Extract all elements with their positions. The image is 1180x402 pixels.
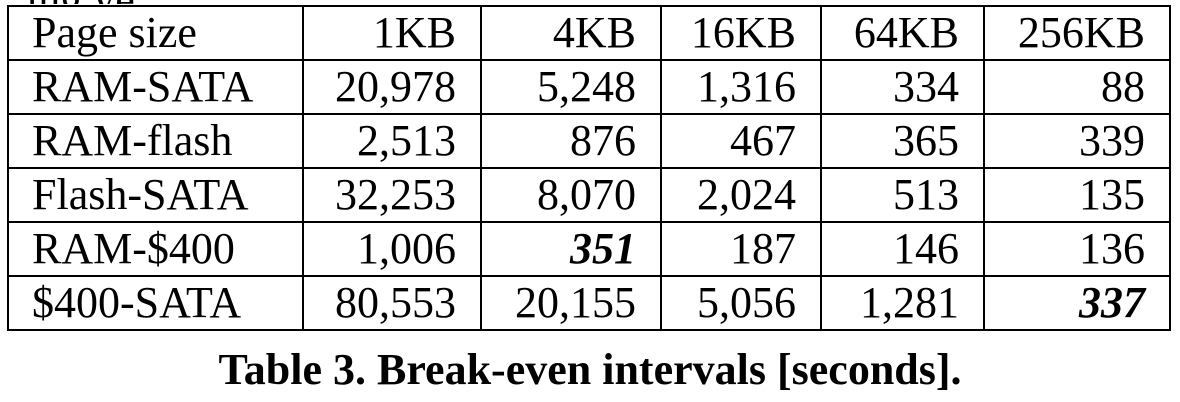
row-label: RAM-SATA bbox=[7, 59, 304, 115]
row-label: $400-SATA bbox=[7, 275, 304, 331]
table-cell: 135 bbox=[983, 167, 1171, 223]
table-cell-emphasized: 337 bbox=[983, 275, 1171, 331]
row-label: RAM-flash bbox=[7, 113, 304, 169]
header-cell-256kb: 256KB bbox=[983, 5, 1171, 61]
table-cell: 2,513 bbox=[302, 113, 482, 169]
table-cell: 513 bbox=[820, 167, 985, 223]
table-cell: 1,281 bbox=[820, 275, 985, 331]
header-cell-16kb: 16KB bbox=[660, 5, 822, 61]
table-row: $400-SATA 80,553 20,155 5,056 1,281 337 bbox=[7, 275, 1171, 331]
break-even-table: Page size 1KB 4KB 16KB 64KB 256KB RAM-SA… bbox=[7, 5, 1171, 331]
table-cell: 136 bbox=[983, 221, 1171, 277]
preceding-text-fragment: ing ye bbox=[26, 0, 246, 4]
table-cell: 5,056 bbox=[660, 275, 822, 331]
table-cell: 339 bbox=[983, 113, 1171, 169]
table-cell: 876 bbox=[480, 113, 662, 169]
table-cell: 1,316 bbox=[660, 59, 822, 115]
table-cell: 20,978 bbox=[302, 59, 482, 115]
row-label: RAM-$400 bbox=[7, 221, 304, 277]
table-cell: 146 bbox=[820, 221, 985, 277]
header-cell-1kb: 1KB bbox=[302, 5, 482, 61]
table-cell: 32,253 bbox=[302, 167, 482, 223]
table-cell: 5,248 bbox=[480, 59, 662, 115]
table-cell: 2,024 bbox=[660, 167, 822, 223]
table-cell: 467 bbox=[660, 113, 822, 169]
table-row: RAM-$400 1,006 351 187 146 136 bbox=[7, 221, 1171, 277]
table-caption: Table 3. Break-even intervals [seconds]. bbox=[218, 345, 962, 394]
row-label: Flash-SATA bbox=[7, 167, 304, 223]
header-cell-page-size: Page size bbox=[7, 5, 304, 61]
table-cell: 187 bbox=[660, 221, 822, 277]
table-cell: 88 bbox=[983, 59, 1171, 115]
table-cell: 334 bbox=[820, 59, 985, 115]
table-header-row: Page size 1KB 4KB 16KB 64KB 256KB bbox=[7, 5, 1171, 61]
table-cell: 8,070 bbox=[480, 167, 662, 223]
table-cell: 365 bbox=[820, 113, 985, 169]
header-cell-64kb: 64KB bbox=[820, 5, 985, 61]
table-row: Flash-SATA 32,253 8,070 2,024 513 135 bbox=[7, 167, 1171, 223]
table-cell: 80,553 bbox=[302, 275, 482, 331]
table-cell-emphasized: 351 bbox=[480, 221, 662, 277]
table-cell: 20,155 bbox=[480, 275, 662, 331]
header-cell-4kb: 4KB bbox=[480, 5, 662, 61]
table-row: RAM-SATA 20,978 5,248 1,316 334 88 bbox=[7, 59, 1171, 115]
table-cell: 1,006 bbox=[302, 221, 482, 277]
table-row: RAM-flash 2,513 876 467 365 339 bbox=[7, 113, 1171, 169]
